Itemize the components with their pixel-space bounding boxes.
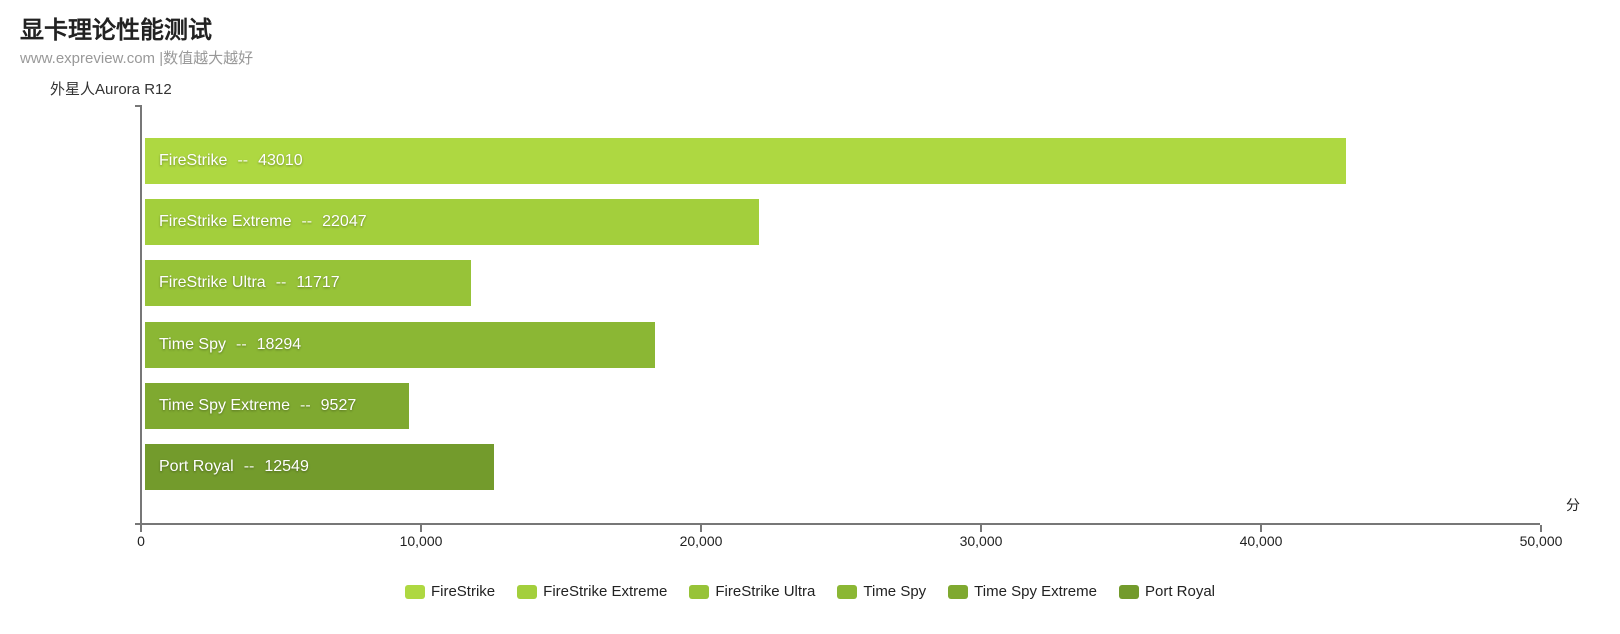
x-tick-label: 50,000 bbox=[1520, 533, 1563, 549]
bar: FireStrike Ultra -- 11717 bbox=[144, 259, 472, 307]
bar-series-name: FireStrike Ultra bbox=[159, 274, 266, 292]
bar-row: Port Royal -- 12549 bbox=[142, 443, 1540, 491]
bar-label-separator: -- bbox=[301, 213, 312, 231]
legend-swatch bbox=[517, 585, 537, 599]
legend-swatch bbox=[405, 585, 425, 599]
chart-title: 显卡理论性能测试 bbox=[20, 10, 1600, 45]
legend-item: Port Royal bbox=[1119, 583, 1215, 600]
x-tick: 40,000 bbox=[1260, 525, 1262, 532]
legend-item: Time Spy bbox=[837, 583, 926, 600]
legend-label: FireStrike bbox=[431, 583, 495, 600]
bar-row: Time Spy -- 18294 bbox=[142, 321, 1540, 369]
bar-label-separator: -- bbox=[244, 458, 255, 476]
x-axis-unit: 分 bbox=[1566, 495, 1580, 515]
legend-swatch bbox=[689, 585, 709, 599]
bar-label-separator: -- bbox=[237, 152, 248, 170]
bar: Time Spy -- 18294 bbox=[144, 321, 656, 369]
bar: Time Spy Extreme -- 9527 bbox=[144, 382, 410, 430]
bar-series-name: FireStrike Extreme bbox=[159, 213, 291, 231]
legend-label: FireStrike Ultra bbox=[715, 583, 815, 600]
legend-label: Port Royal bbox=[1145, 583, 1215, 600]
bar-label-separator: -- bbox=[236, 336, 247, 354]
x-tick-label: 0 bbox=[137, 533, 145, 549]
legend-item: FireStrike bbox=[405, 583, 495, 600]
x-tick-mark bbox=[140, 525, 142, 532]
x-tick: 0 bbox=[140, 525, 142, 532]
x-tick-label: 20,000 bbox=[680, 533, 723, 549]
x-tick-mark bbox=[700, 525, 702, 532]
bar: Port Royal -- 12549 bbox=[144, 443, 495, 491]
x-tick: 50,000 bbox=[1540, 525, 1542, 532]
x-tick-label: 30,000 bbox=[960, 533, 1003, 549]
bar-row: FireStrike Extreme -- 22047 bbox=[142, 198, 1540, 246]
bar-value: 11717 bbox=[296, 274, 339, 292]
legend-label: Time Spy bbox=[863, 583, 926, 600]
bar: FireStrike -- 43010 bbox=[144, 137, 1347, 185]
bar-row: FireStrike Ultra -- 11717 bbox=[142, 259, 1540, 307]
bar: FireStrike Extreme -- 22047 bbox=[144, 198, 760, 246]
x-tick: 30,000 bbox=[980, 525, 982, 532]
plot-area: FireStrike -- 43010 FireStrike Extreme -- 220… bbox=[140, 105, 1540, 555]
x-tick-mark bbox=[1540, 525, 1542, 532]
bar-value: 22047 bbox=[322, 213, 367, 231]
bar-label-separator: -- bbox=[276, 274, 287, 292]
bar-label-separator: -- bbox=[300, 397, 311, 415]
x-tick-mark bbox=[1260, 525, 1262, 532]
bar-series-name: Port Royal bbox=[159, 458, 234, 476]
legend-swatch bbox=[948, 585, 968, 599]
legend-label: FireStrike Extreme bbox=[543, 583, 667, 600]
plot: FireStrike -- 43010 FireStrike Extreme -- 220… bbox=[140, 105, 1540, 525]
bar-series-name: Time Spy bbox=[159, 336, 226, 354]
bar-value: 43010 bbox=[258, 152, 303, 170]
bar-value: 9527 bbox=[321, 397, 357, 415]
chart-subtitle: www.expreview.com |数值越大越好 bbox=[20, 47, 1600, 68]
x-axis: 0 10,000 20,000 30,000 40,000 50,000 bbox=[140, 525, 1540, 555]
bar-row: Time Spy Extreme -- 9527 bbox=[142, 382, 1540, 430]
bar-row: FireStrike -- 43010 bbox=[142, 137, 1540, 185]
group-label: 外星人Aurora R12 bbox=[50, 78, 1600, 99]
legend-swatch bbox=[1119, 585, 1139, 599]
bar-series-name: FireStrike bbox=[159, 152, 227, 170]
legend-item: FireStrike Ultra bbox=[689, 583, 815, 600]
bar-value: 18294 bbox=[257, 336, 302, 354]
legend: FireStrike FireStrike Extreme FireStrike U… bbox=[20, 583, 1600, 600]
x-tick-label: 10,000 bbox=[400, 533, 443, 549]
bar-series-name: Time Spy Extreme bbox=[159, 397, 290, 415]
legend-swatch bbox=[837, 585, 857, 599]
x-tick: 20,000 bbox=[700, 525, 702, 532]
x-tick-mark bbox=[420, 525, 422, 532]
bar-value: 12549 bbox=[264, 458, 309, 476]
x-tick: 10,000 bbox=[420, 525, 422, 532]
x-tick-mark bbox=[980, 525, 982, 532]
legend-label: Time Spy Extreme bbox=[974, 583, 1097, 600]
x-tick-label: 40,000 bbox=[1240, 533, 1283, 549]
legend-item: Time Spy Extreme bbox=[948, 583, 1097, 600]
bars-container: FireStrike -- 43010 FireStrike Extreme -- 220… bbox=[142, 137, 1540, 491]
legend-item: FireStrike Extreme bbox=[517, 583, 667, 600]
y-tick-top bbox=[135, 105, 142, 107]
